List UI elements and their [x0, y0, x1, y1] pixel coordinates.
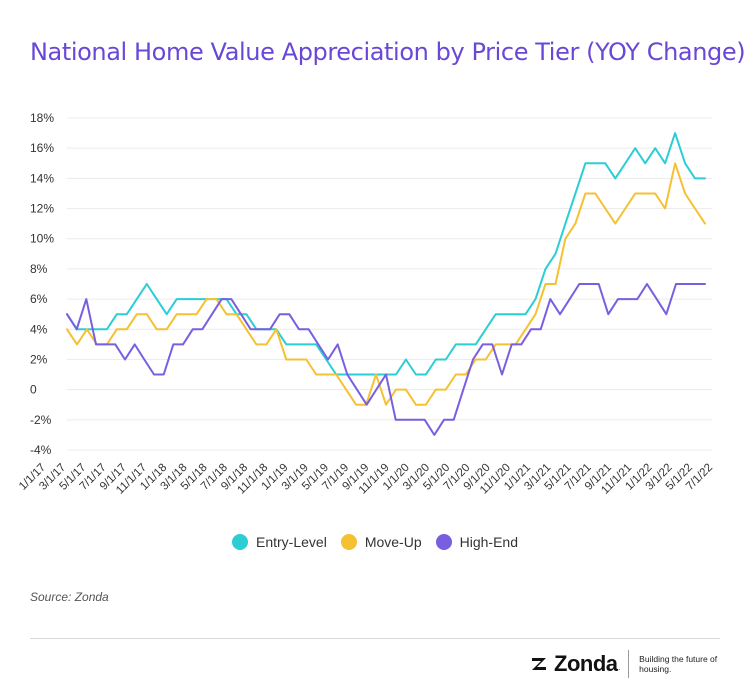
entry-level-swatch: [232, 534, 248, 550]
zonda-logo-icon: [532, 658, 546, 670]
brand-separator: [628, 650, 630, 678]
legend-label: High-End: [459, 534, 518, 550]
y-tick-label: 10%: [30, 232, 54, 246]
legend: Entry-Level Move-Up High-End: [0, 534, 750, 550]
y-tick-label: 18%: [30, 111, 54, 125]
y-tick-label: 2%: [30, 352, 48, 366]
y-tick-label: 16%: [30, 141, 54, 155]
brand-name: Zonda: [554, 651, 618, 676]
y-tick-label: 4%: [30, 322, 48, 336]
y-axis-ticks: 18% 16% 14% 12% 10% 8% 6% 4% 2% 0 -2% -4%: [30, 111, 54, 457]
line-chart: 18% 16% 14% 12% 10% 8% 6% 4% 2% 0 -2% -4% 1/1/173/1…: [17, 111, 715, 497]
brand-logo[interactable]: Zonda . Building the future of housing.: [530, 650, 719, 678]
y-tick-label: 12%: [30, 202, 54, 216]
series-lines: [66, 132, 706, 436]
legend-label: Move-Up: [364, 534, 422, 550]
y-tick-label: -2%: [30, 413, 52, 427]
y-tick-label: 14%: [30, 171, 54, 185]
series-line-move-up: [66, 162, 706, 406]
legend-label: Entry-Level: [256, 534, 327, 550]
x-axis-ticks: 1/1/173/1/175/1/177/1/179/1/1711/1/171/1…: [17, 462, 715, 497]
y-tick-label: -4%: [30, 443, 52, 457]
brand-tagline: Building the future of housing.: [639, 654, 718, 674]
legend-item-high-end[interactable]: High-End: [435, 534, 518, 550]
y-tick-label: 0: [30, 383, 37, 397]
footer-divider: [30, 638, 720, 639]
chart-title: National Home Value Appreciation by Pric…: [30, 38, 746, 66]
high-end-swatch: [435, 534, 452, 550]
series-line-entry-level: [66, 132, 706, 376]
brand-trademark: .: [618, 666, 621, 672]
legend-item-move-up[interactable]: Move-Up: [340, 534, 422, 550]
series-line-high-end: [66, 283, 706, 436]
y-tick-label: 8%: [30, 262, 48, 276]
y-tick-label: 6%: [30, 292, 48, 306]
source-note: Source: Zonda: [30, 590, 109, 604]
move-up-swatch: [340, 534, 357, 550]
legend-item-entry-level[interactable]: Entry-Level: [232, 534, 327, 550]
